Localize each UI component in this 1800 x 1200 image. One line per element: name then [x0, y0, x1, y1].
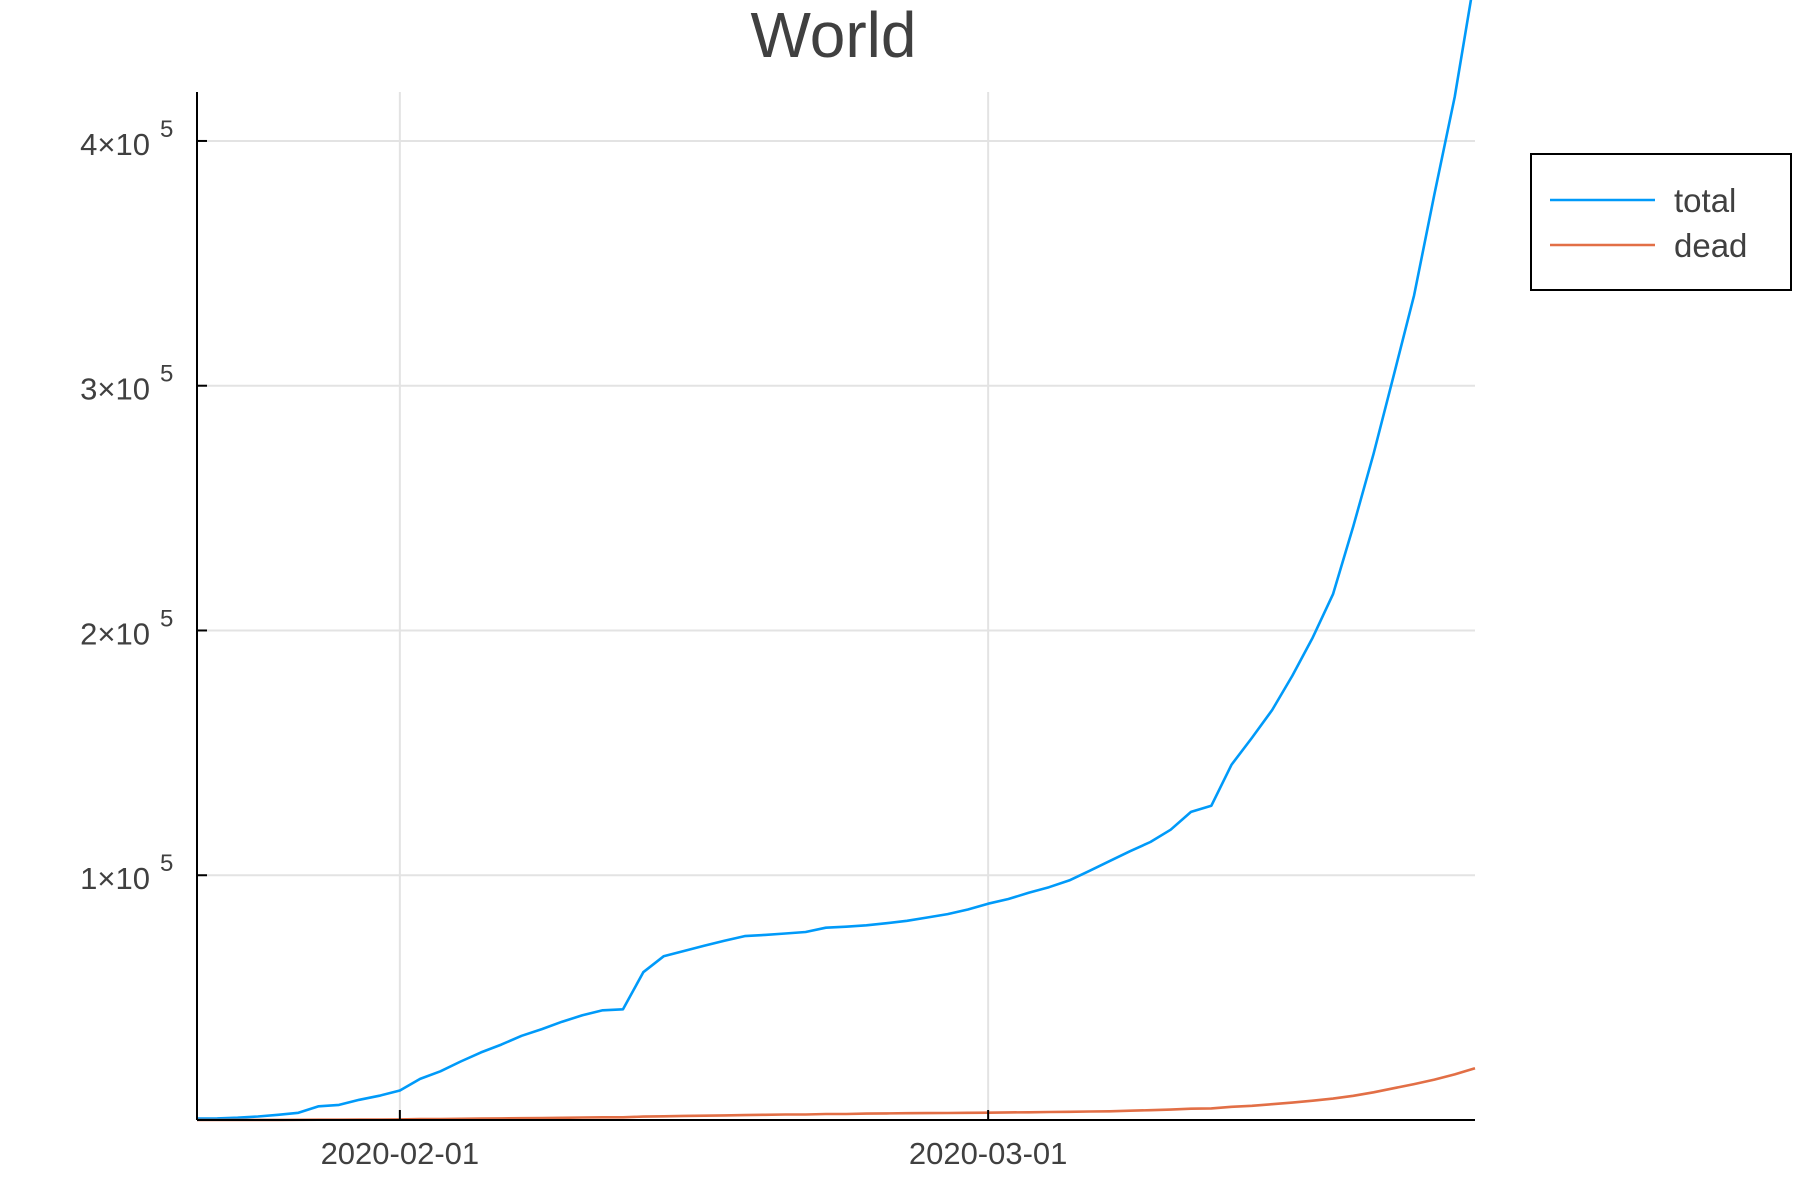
x-tick-label: 2020-03-01: [909, 1136, 1068, 1171]
legend-label-dead: dead: [1674, 227, 1747, 264]
y-tick-exponent: 5: [160, 850, 173, 877]
y-tick-label: 3×10: [80, 372, 150, 407]
y-tick-exponent: 5: [160, 116, 173, 143]
y-tick-label: 4×10: [80, 127, 150, 162]
y-tick-label: 1×10: [80, 861, 150, 896]
y-tick-exponent: 5: [160, 361, 173, 388]
x-tick-label: 2020-02-01: [321, 1136, 480, 1171]
legend-label-total: total: [1674, 182, 1736, 219]
chart-title: World: [750, 0, 917, 71]
series-line-total: [196, 0, 1473, 1120]
y-tick-exponent: 5: [160, 605, 173, 632]
y-tick-label: 2×10: [80, 616, 150, 651]
legend-box: [1530, 153, 1792, 291]
